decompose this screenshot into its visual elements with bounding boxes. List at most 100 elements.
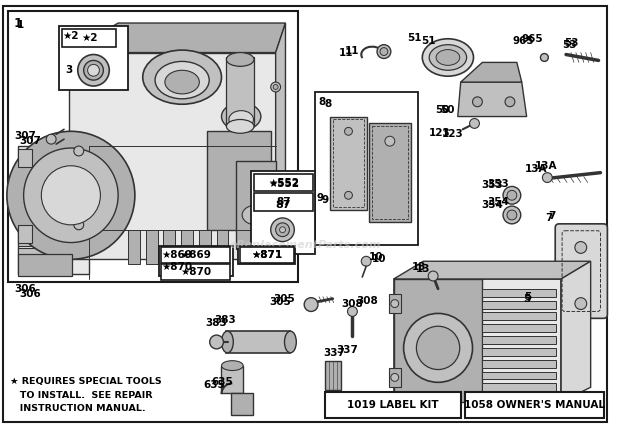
Polygon shape — [276, 23, 285, 259]
Ellipse shape — [221, 361, 243, 371]
Bar — [482, 336, 556, 344]
Circle shape — [404, 313, 472, 382]
Circle shape — [345, 191, 352, 199]
Text: ★869: ★869 — [162, 250, 193, 260]
Text: 51: 51 — [407, 33, 422, 43]
Circle shape — [210, 335, 223, 349]
Circle shape — [385, 136, 395, 146]
Text: 7: 7 — [548, 211, 556, 221]
Text: ★870: ★870 — [180, 267, 211, 277]
Ellipse shape — [285, 331, 296, 353]
Bar — [315, 92, 418, 244]
Polygon shape — [394, 261, 591, 279]
Bar — [372, 126, 407, 219]
Circle shape — [74, 220, 84, 230]
Circle shape — [505, 97, 515, 107]
Text: 13A: 13A — [534, 161, 557, 171]
Text: 306: 306 — [20, 289, 42, 299]
Text: 383: 383 — [206, 318, 228, 328]
Text: 308: 308 — [342, 299, 363, 309]
Text: 305: 305 — [270, 297, 291, 306]
Circle shape — [74, 171, 84, 181]
Bar — [482, 289, 556, 297]
Ellipse shape — [221, 103, 261, 130]
Text: 51: 51 — [421, 36, 435, 46]
Text: 11: 11 — [345, 46, 359, 56]
Bar — [62, 29, 116, 47]
Ellipse shape — [87, 64, 99, 76]
Ellipse shape — [165, 70, 200, 94]
Text: 5: 5 — [523, 294, 530, 303]
Bar — [226, 57, 254, 126]
Text: 306: 306 — [15, 284, 37, 294]
Bar — [389, 294, 401, 313]
Bar — [164, 230, 175, 264]
Text: ★2: ★2 — [63, 31, 79, 41]
Circle shape — [304, 298, 318, 312]
Bar — [482, 372, 556, 379]
Bar — [482, 360, 556, 368]
Circle shape — [361, 256, 371, 266]
Bar — [482, 348, 556, 356]
Ellipse shape — [226, 53, 254, 66]
Bar — [482, 312, 556, 320]
Text: 50: 50 — [441, 105, 455, 115]
Bar — [231, 393, 253, 415]
Bar — [369, 123, 410, 222]
Bar — [18, 254, 72, 276]
Circle shape — [472, 97, 482, 107]
Text: 353: 353 — [481, 181, 503, 190]
Text: 965: 965 — [522, 34, 543, 44]
Text: ★869: ★869 — [180, 250, 211, 260]
Bar — [251, 171, 315, 254]
Text: 635: 635 — [211, 377, 233, 387]
Text: ★552: ★552 — [268, 178, 299, 188]
Bar — [464, 392, 604, 418]
Circle shape — [380, 48, 388, 56]
Circle shape — [542, 172, 552, 182]
Text: 87: 87 — [276, 197, 291, 207]
Text: 307: 307 — [20, 136, 42, 146]
Bar — [18, 225, 32, 243]
Text: 123: 123 — [442, 129, 464, 139]
Bar — [18, 204, 89, 211]
Text: 87: 87 — [276, 200, 291, 210]
Text: 13: 13 — [412, 262, 426, 272]
Circle shape — [391, 300, 399, 308]
Text: 337: 337 — [324, 348, 345, 358]
Text: 635: 635 — [204, 380, 226, 390]
Circle shape — [469, 119, 479, 128]
Ellipse shape — [155, 61, 209, 99]
Circle shape — [507, 210, 517, 220]
Ellipse shape — [221, 331, 233, 353]
Text: 353: 353 — [487, 179, 509, 190]
Circle shape — [575, 298, 587, 309]
FancyBboxPatch shape — [556, 224, 608, 318]
Bar — [181, 230, 193, 264]
Bar — [240, 247, 294, 263]
Circle shape — [391, 374, 399, 381]
Text: ★871: ★871 — [251, 250, 282, 260]
Bar — [327, 390, 339, 405]
Circle shape — [428, 271, 438, 281]
Text: 11: 11 — [339, 48, 354, 57]
Circle shape — [377, 45, 391, 59]
Bar — [59, 26, 128, 90]
Bar — [254, 193, 313, 211]
Circle shape — [46, 134, 56, 144]
Ellipse shape — [84, 60, 104, 80]
Text: 965: 965 — [513, 36, 534, 46]
Bar — [8, 11, 298, 282]
Circle shape — [276, 223, 290, 237]
Text: 305: 305 — [273, 294, 295, 303]
Circle shape — [507, 190, 517, 200]
Bar — [482, 383, 556, 391]
Circle shape — [503, 187, 521, 204]
Ellipse shape — [429, 45, 467, 70]
Bar — [18, 249, 89, 256]
Bar — [161, 247, 231, 263]
Polygon shape — [18, 146, 89, 274]
Bar — [325, 361, 340, 390]
Bar — [161, 264, 231, 280]
Polygon shape — [461, 62, 522, 82]
